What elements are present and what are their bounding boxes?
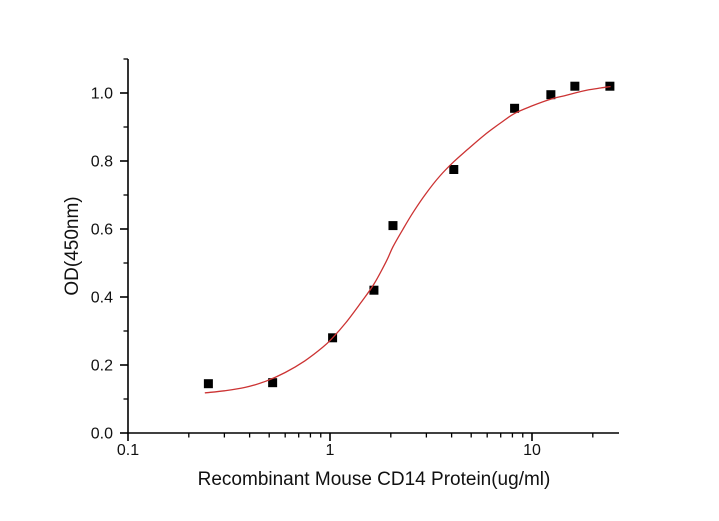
data-point: [570, 81, 580, 91]
y-tick-label: 0.2: [91, 358, 113, 375]
y-tick-label: 1.0: [91, 86, 113, 103]
y-tick-label: 0.4: [91, 290, 113, 307]
data-point: [510, 103, 520, 113]
fit-curve: [204, 85, 611, 394]
data-point: [388, 221, 398, 231]
x-axis-title: Recombinant Mouse CD14 Protein(ug/ml): [197, 469, 551, 490]
data-point: [449, 165, 459, 174]
x-tick-label: 1: [326, 442, 335, 459]
x-tick-label: 0.1: [117, 442, 139, 459]
y-tick-label: 0.0: [91, 426, 113, 443]
y-axis-title: OD(450nm): [62, 196, 83, 296]
x-tick-label: 10: [523, 442, 541, 459]
data-point: [369, 285, 379, 295]
y-tick-label: 0.8: [91, 154, 113, 171]
y-tick-label: 0.6: [91, 222, 113, 239]
data-point: [203, 379, 213, 389]
data-point: [546, 90, 556, 100]
data-point: [268, 378, 278, 388]
